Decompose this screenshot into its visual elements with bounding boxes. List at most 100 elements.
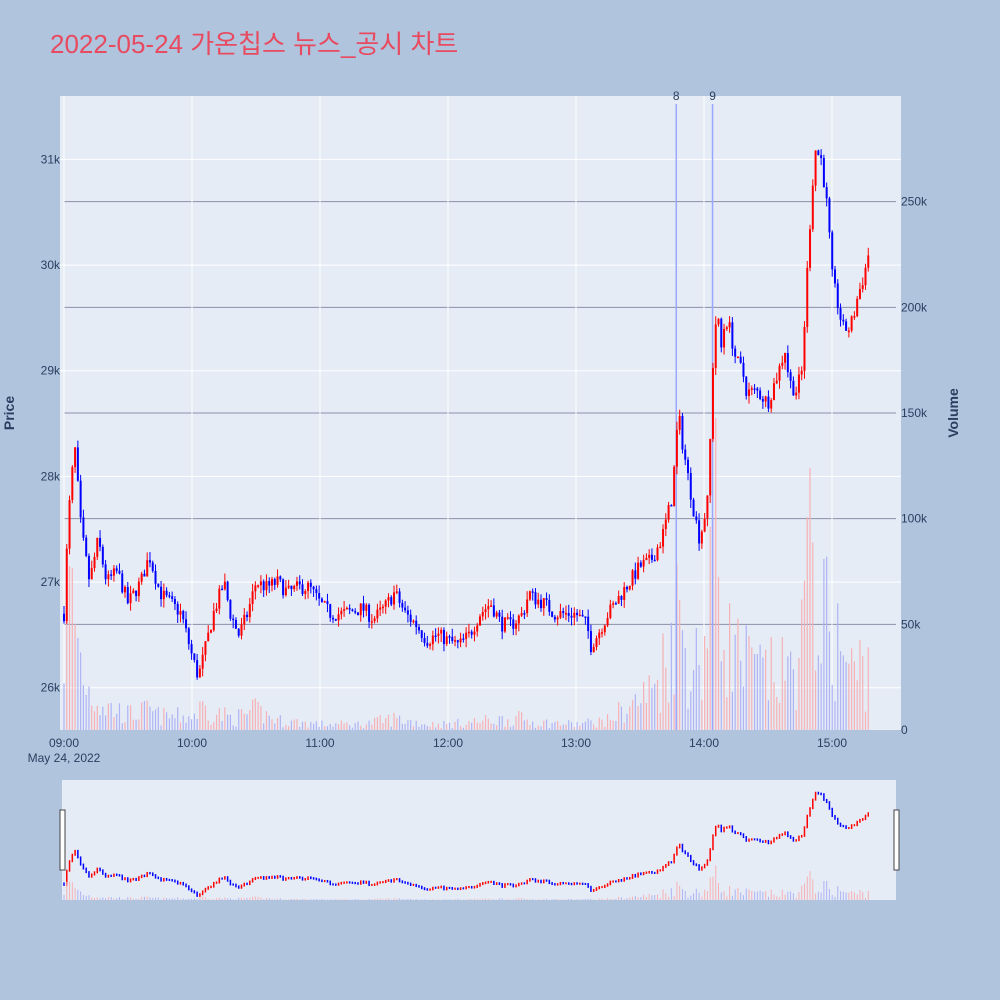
candle-body bbox=[589, 631, 592, 653]
candle-body bbox=[295, 581, 298, 586]
candle-body bbox=[662, 529, 665, 547]
candle-body bbox=[858, 289, 861, 299]
candle-body bbox=[354, 611, 357, 613]
candle-body bbox=[118, 570, 121, 574]
candle-body bbox=[218, 588, 221, 609]
candle-body bbox=[706, 495, 709, 519]
candle-body bbox=[323, 601, 326, 603]
candle-body bbox=[406, 610, 409, 615]
candle-body bbox=[137, 581, 140, 597]
chart-title: 2022-05-24 가온칩스 뉴스_공시 차트 bbox=[50, 29, 459, 59]
range-slider-right-handle[interactable] bbox=[893, 809, 900, 871]
candle-body bbox=[809, 229, 812, 268]
candle-body bbox=[196, 660, 199, 678]
candle-body bbox=[409, 614, 412, 622]
candle-body bbox=[845, 321, 848, 331]
candle-body bbox=[154, 570, 157, 584]
candle-body bbox=[542, 598, 545, 609]
x-tick-label: 14:00 bbox=[689, 736, 719, 750]
candle-body bbox=[345, 607, 348, 610]
candle-body bbox=[459, 638, 462, 643]
candle-body bbox=[698, 520, 701, 544]
candle-body bbox=[642, 560, 645, 567]
candle-body bbox=[307, 582, 310, 592]
candle-body bbox=[226, 581, 229, 600]
candle-body bbox=[215, 608, 218, 611]
candle-body bbox=[110, 574, 113, 576]
candle-body bbox=[786, 353, 789, 373]
candle-body bbox=[198, 668, 201, 678]
candle-body bbox=[703, 518, 706, 532]
candle-body bbox=[326, 601, 329, 605]
y2-tick-label: 250k bbox=[901, 195, 928, 209]
candle-body bbox=[232, 618, 235, 621]
candle-body bbox=[287, 585, 290, 588]
candle-body bbox=[833, 269, 836, 284]
candle-body bbox=[237, 628, 240, 636]
candle-body bbox=[332, 617, 335, 620]
candle-body bbox=[811, 185, 814, 230]
candle-body bbox=[789, 372, 792, 381]
y-tick-label: 27k bbox=[41, 575, 61, 589]
candle-body bbox=[451, 636, 454, 642]
candle-body bbox=[648, 554, 651, 558]
candle-body bbox=[650, 554, 653, 560]
candle-body bbox=[639, 562, 642, 567]
candle-body bbox=[656, 547, 659, 561]
candle-body bbox=[82, 517, 85, 538]
candle-body bbox=[559, 611, 562, 618]
candle-body bbox=[165, 590, 168, 596]
y-tick-label: 31k bbox=[41, 152, 61, 166]
candle-body bbox=[570, 615, 573, 618]
candle-body bbox=[209, 630, 212, 633]
y2-tick-label: 150k bbox=[901, 406, 928, 420]
candle-body bbox=[725, 327, 728, 329]
candle-body bbox=[279, 576, 282, 580]
y2-tick-label: 0 bbox=[901, 723, 908, 737]
candle-body bbox=[304, 591, 307, 595]
candle-body bbox=[257, 585, 260, 587]
candle-body bbox=[548, 599, 551, 612]
candle-body bbox=[290, 585, 293, 590]
candle-body bbox=[836, 283, 839, 309]
candle-body bbox=[315, 589, 318, 594]
candle-body bbox=[298, 581, 301, 585]
candle-body bbox=[623, 587, 626, 600]
candle-body bbox=[781, 362, 784, 366]
candle-body bbox=[689, 473, 692, 500]
candle-body bbox=[404, 607, 407, 611]
candle-body bbox=[179, 610, 182, 615]
candle-body bbox=[259, 581, 262, 586]
candle-body bbox=[112, 568, 115, 576]
candle-body bbox=[670, 505, 673, 507]
candle-body bbox=[617, 596, 620, 604]
candle-body bbox=[523, 613, 526, 615]
range-slider-area[interactable] bbox=[62, 780, 896, 900]
candle-body bbox=[334, 619, 337, 621]
candle-body bbox=[465, 632, 468, 639]
candle-body bbox=[714, 324, 717, 369]
candle-body bbox=[248, 604, 251, 618]
candle-body bbox=[745, 376, 748, 396]
candle-body bbox=[393, 592, 396, 605]
candle-body bbox=[190, 644, 193, 654]
candle-body bbox=[861, 285, 864, 290]
candle-body bbox=[176, 603, 179, 615]
candle-body bbox=[229, 599, 232, 619]
candle-body bbox=[284, 587, 287, 596]
candle-body bbox=[695, 516, 698, 521]
candle-body bbox=[736, 356, 739, 359]
candle-body bbox=[709, 438, 712, 496]
range-slider-left-handle[interactable] bbox=[59, 809, 66, 871]
candle-body bbox=[445, 636, 448, 645]
candle-body bbox=[85, 537, 88, 556]
candle-body bbox=[856, 298, 859, 317]
candle-body bbox=[750, 388, 753, 390]
candle-body bbox=[756, 388, 759, 391]
candle-body bbox=[76, 447, 79, 481]
candle-body bbox=[614, 603, 617, 605]
candle-body bbox=[143, 573, 146, 577]
candle-body bbox=[68, 500, 71, 549]
candle-body bbox=[234, 619, 237, 629]
candle-body bbox=[401, 602, 404, 608]
